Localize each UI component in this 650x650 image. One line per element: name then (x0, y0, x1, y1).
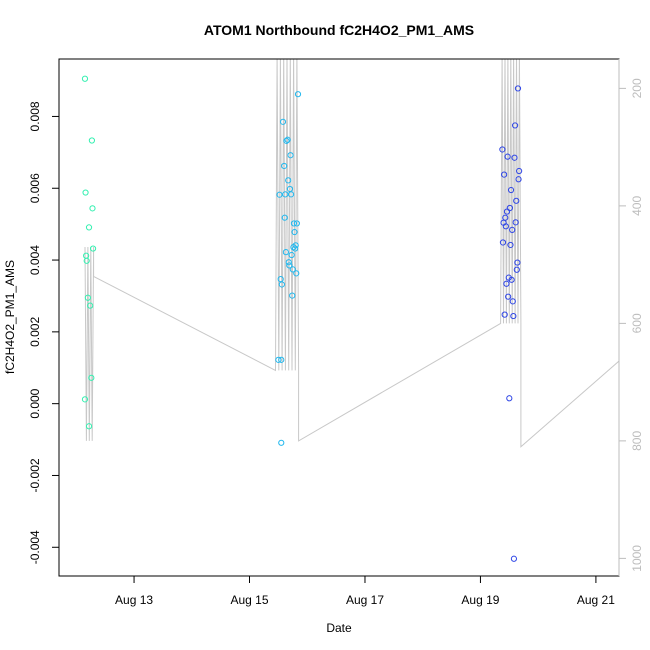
data-point (285, 177, 292, 184)
y-tick-label: 0.000 (28, 388, 42, 418)
data-point (294, 91, 302, 98)
data-point (515, 176, 522, 183)
data-point (282, 191, 289, 198)
x-tick-label: Aug 13 (115, 593, 153, 607)
data-point (510, 312, 517, 320)
data-point (278, 356, 285, 363)
data-point (82, 189, 89, 196)
data-point (509, 298, 516, 305)
altitude-track (84, 59, 619, 448)
data-point (289, 266, 296, 273)
y-tick-label: 0.008 (28, 101, 42, 131)
data-point (278, 439, 285, 446)
data-point (81, 396, 89, 403)
data-point (508, 276, 515, 283)
y2-tick-label: 400 (630, 196, 644, 216)
data-point (511, 122, 519, 129)
y-tick-label: -0.002 (28, 458, 42, 492)
data-point (513, 197, 520, 204)
data-point (501, 171, 508, 178)
right-altitude-axis: 200 400 600 800 1000 (618, 59, 644, 576)
data-point (284, 136, 291, 143)
data-point (506, 204, 513, 212)
data-point (279, 118, 287, 125)
y2-tick-label: 200 (630, 78, 644, 98)
data-point (499, 239, 507, 246)
data-point (84, 294, 91, 301)
y-tick-label: -0.004 (28, 530, 42, 564)
data-point (510, 555, 518, 562)
chart-title: ATOM1 Northbound fC2H4O2_PM1_AMS (204, 22, 474, 38)
y-axis: -0.004 -0.002 0.000 0.002 0.004 0.006 0.008 (28, 101, 59, 564)
data-point (504, 153, 511, 160)
y-tick-label: 0.004 (28, 245, 42, 275)
data-point (285, 259, 292, 266)
data-point (503, 280, 510, 287)
data-point (501, 311, 508, 318)
x-tick-label: Aug 19 (461, 593, 499, 607)
x-tick-label: Aug 15 (230, 593, 268, 607)
data-point (511, 154, 518, 161)
data-point (289, 292, 296, 299)
x-tick-label: Aug 17 (346, 593, 384, 607)
data-point (512, 219, 519, 226)
x-tick-label: Aug 21 (577, 593, 615, 607)
altitude-line (84, 59, 619, 448)
data-point (291, 228, 298, 236)
y-tick-label: 0.006 (28, 173, 42, 203)
data-point (505, 293, 512, 300)
data-point (507, 241, 514, 249)
data-point (292, 242, 299, 249)
y-axis-label: fC2H4O2_PM1_AMS (3, 260, 17, 374)
data-point (293, 220, 300, 227)
data-point (281, 214, 288, 221)
data-point (506, 395, 513, 402)
data-point (509, 226, 516, 233)
data-point (516, 167, 523, 175)
y-tick-label: 0.002 (28, 317, 42, 347)
data-point (87, 302, 94, 309)
x-axis: Aug 13 Aug 15 Aug 17 Aug 19 Aug 21 (115, 576, 615, 607)
data-point (281, 162, 288, 170)
data-point (514, 259, 521, 266)
plot-frame (58, 58, 620, 577)
data-point (282, 249, 289, 256)
data-point (287, 191, 295, 198)
data-point (276, 191, 283, 198)
data-point (507, 186, 515, 194)
x-axis-label: Date (326, 621, 352, 635)
data-point (89, 205, 96, 212)
data-point (514, 85, 522, 92)
y2-tick-label: 600 (630, 313, 644, 333)
data-point (513, 266, 520, 273)
data-point (83, 257, 90, 264)
scatter-points (81, 75, 523, 562)
data-point (278, 281, 285, 288)
data-point (502, 214, 509, 221)
data-point (287, 152, 294, 159)
data-point (293, 270, 300, 277)
data-point (85, 423, 93, 430)
y2-tick-label: 800 (630, 431, 644, 451)
data-point (85, 224, 93, 231)
data-point (88, 374, 95, 381)
data-point (275, 356, 282, 363)
data-point (290, 220, 298, 227)
y2-tick-label: 1000 (630, 545, 644, 572)
data-point (81, 75, 89, 82)
data-point (89, 245, 97, 252)
data-point (499, 146, 506, 153)
data-point (286, 262, 293, 269)
data-point (502, 223, 509, 230)
data-point (283, 137, 290, 144)
data-point (288, 251, 295, 259)
data-point (292, 245, 299, 252)
data-point (88, 137, 96, 144)
